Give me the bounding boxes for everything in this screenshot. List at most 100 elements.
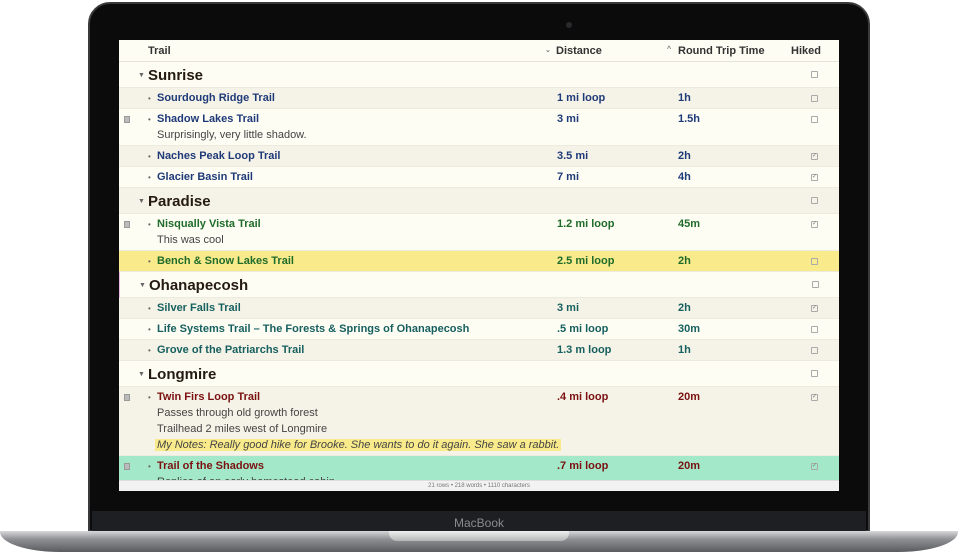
bullet-icon: • [148, 304, 151, 313]
trail-name[interactable]: Glacier Basin Trail [157, 171, 253, 183]
distance-cell[interactable]: 1.3 m loop [557, 344, 612, 356]
time-cell[interactable]: 45m [678, 218, 701, 230]
group-row[interactable]: ▼ Ohanapecosh [119, 272, 839, 298]
camera [566, 22, 572, 28]
bezel-chin [92, 511, 866, 533]
distance-cell[interactable]: 2.5 mi loop [557, 255, 615, 267]
trail-name[interactable]: Twin Firs Loop Trail [157, 391, 261, 403]
bullet-icon: • [148, 173, 151, 182]
note-icon[interactable] [124, 116, 130, 123]
bullet-icon: • [148, 257, 151, 266]
time-cell[interactable]: 30m [678, 323, 701, 335]
disclosure-triangle-icon[interactable]: ▼ [138, 198, 145, 205]
distance-cell[interactable]: 7 mi [557, 171, 580, 183]
column-distance[interactable]: Distance [556, 45, 602, 57]
brand-label: MacBook [453, 516, 505, 530]
trail-name[interactable]: Sourdough Ridge Trail [157, 92, 275, 104]
note-icon[interactable] [124, 221, 130, 228]
table-row[interactable]: • Grove of the Patriarchs Trail 1.3 m loop… [119, 340, 839, 361]
hiked-checkbox[interactable]: ✓ [811, 305, 818, 312]
column-hiked[interactable]: Hiked [791, 45, 821, 57]
time-cell[interactable]: 2h [678, 150, 691, 162]
disclosure-triangle-icon[interactable]: ▼ [138, 72, 145, 79]
hiked-checkbox[interactable]: ✓ [811, 174, 818, 181]
bullet-icon: • [148, 94, 151, 103]
bullet-icon: • [148, 393, 151, 402]
hiked-checkbox[interactable]: ✓ [811, 394, 818, 401]
distance-cell[interactable]: 1 mi loop [557, 92, 606, 104]
distance-cell[interactable]: 3.5 mi [557, 150, 589, 162]
outline-document: Trail ⌄ Distance ^ Round Trip Time Hiked… [119, 40, 839, 491]
row-note[interactable]: Trailhead 2 miles west of Longmire [157, 423, 328, 435]
row-note[interactable]: This was cool [157, 234, 224, 246]
group-row[interactable]: ▼ Sunrise [119, 62, 839, 88]
distance-cell[interactable]: .4 mi loop [557, 391, 609, 403]
trail-name[interactable]: Life Systems Trail – The Forests & Sprin… [157, 323, 470, 335]
distance-cell[interactable]: 3 mi [557, 113, 580, 125]
hiked-checkbox[interactable] [811, 370, 818, 377]
time-cell[interactable]: 1h [678, 344, 691, 356]
hiked-checkbox[interactable] [811, 347, 818, 354]
trail-name[interactable]: Trail of the Shadows [157, 460, 264, 472]
trail-name[interactable]: Silver Falls Trail [157, 302, 241, 314]
group-row[interactable]: ▼ Longmire [119, 361, 839, 387]
table-row[interactable]: • Shadow Lakes Trail 3 mi 1.5h Surprisingly,… [119, 109, 839, 146]
distance-cell[interactable]: .7 mi loop [557, 460, 609, 472]
trail-name[interactable]: Grove of the Patriarchs Trail [157, 344, 305, 356]
table-row[interactable]: • Silver Falls Trail 3 mi 2h ✓ [119, 298, 839, 319]
table-row[interactable]: • Naches Peak Loop Trail 3.5 mi 2h ✓ [119, 146, 839, 167]
distance-cell[interactable]: .5 mi loop [557, 323, 609, 335]
group-title: Sunrise [148, 67, 204, 84]
group-row[interactable]: ▼ Paradise [119, 188, 839, 214]
trail-name[interactable]: Bench & Snow Lakes Trail [157, 255, 294, 267]
row-note[interactable]: Surprisingly, very little shadow. [157, 129, 307, 141]
hiked-checkbox[interactable] [812, 281, 819, 288]
outline-rows: ▼ Sunrise • Sourdough Ridge Trail 1 mi loop 1… [119, 62, 839, 491]
table-row[interactable]: • Nisqually Vista Trail 1.2 mi loop 45m ✓ Thi… [119, 214, 839, 251]
hiked-checkbox[interactable] [811, 258, 818, 265]
time-cell[interactable]: 20m [678, 460, 701, 472]
group-title: Ohanapecosh [149, 277, 249, 294]
table-row[interactable]: • Life Systems Trail – The Forests & Spri… [119, 319, 839, 340]
hiked-checkbox[interactable]: ✓ [811, 463, 818, 470]
bullet-icon: • [148, 152, 151, 161]
hiked-checkbox[interactable] [811, 95, 818, 102]
time-cell[interactable]: 1.5h [678, 113, 701, 125]
sort-desc-icon: ⌄ [545, 47, 551, 54]
time-cell[interactable]: 2h [678, 255, 691, 267]
distance-cell[interactable]: 3 mi [557, 302, 580, 314]
note-icon[interactable] [124, 394, 130, 401]
table-row[interactable]: • Glacier Basin Trail 7 mi 4h ✓ [119, 167, 839, 188]
table-row[interactable]: • Bench & Snow Lakes Trail 2.5 mi loop 2h [119, 251, 839, 272]
hiked-checkbox[interactable] [811, 71, 818, 78]
distance-cell[interactable]: 1.2 mi loop [557, 218, 615, 230]
row-note[interactable]: Passes through old growth forest [157, 407, 318, 419]
trail-name[interactable]: Nisqually Vista Trail [157, 218, 261, 230]
column-time[interactable]: Round Trip Time [678, 45, 765, 57]
time-cell[interactable]: 2h [678, 302, 691, 314]
note-icon[interactable] [124, 463, 130, 470]
disclosure-triangle-icon[interactable]: ▼ [138, 371, 145, 378]
time-cell[interactable]: 20m [678, 391, 701, 403]
table-row[interactable]: • Twin Firs Loop Trail .4 mi loop 20m ✓ Passe… [119, 387, 839, 456]
group-title: Longmire [148, 366, 217, 383]
status-bar: 21 rows • 218 words • 1110 characters [119, 480, 839, 491]
hiked-checkbox[interactable] [811, 116, 818, 123]
disclosure-triangle-icon[interactable]: ▼ [139, 282, 146, 289]
hiked-checkbox[interactable]: ✓ [811, 221, 818, 228]
trail-name[interactable]: Naches Peak Loop Trail [157, 150, 281, 162]
hiked-checkbox[interactable] [811, 326, 818, 333]
trail-name[interactable]: Shadow Lakes Trail [157, 113, 260, 125]
bullet-icon: • [148, 462, 151, 471]
time-cell[interactable]: 1h [678, 92, 691, 104]
bullet-icon: • [148, 325, 151, 334]
bullet-icon: • [148, 115, 151, 124]
column-trail[interactable]: Trail [148, 45, 171, 57]
sort-asc-icon: ^ [667, 46, 672, 53]
time-cell[interactable]: 4h [678, 171, 691, 183]
table-row[interactable]: • Sourdough Ridge Trail 1 mi loop 1h [119, 88, 839, 109]
highlighted-note[interactable]: My Notes: Really good hike for Brooke. S… [155, 439, 562, 451]
bullet-icon: • [148, 346, 151, 355]
hiked-checkbox[interactable] [811, 197, 818, 204]
hiked-checkbox[interactable]: ✓ [811, 153, 818, 160]
